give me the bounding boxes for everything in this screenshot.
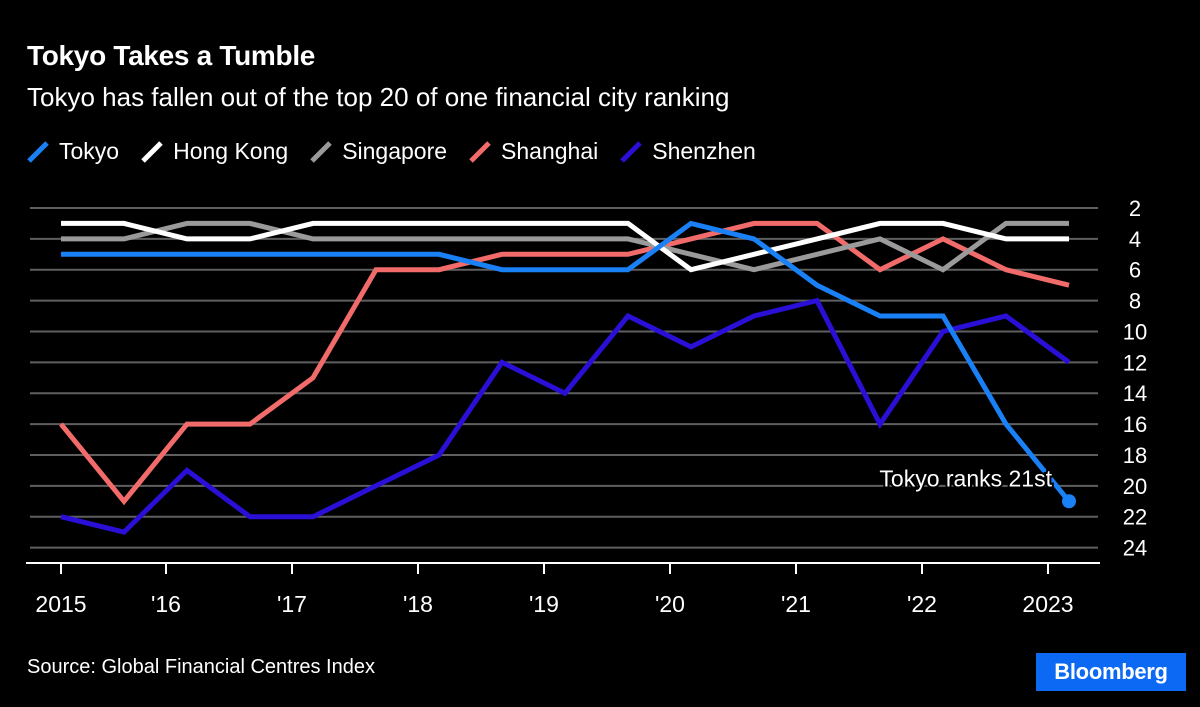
legend-item: Shanghai: [469, 138, 598, 165]
legend-label: Shenzhen: [652, 138, 756, 164]
x-tick-label: '22: [907, 591, 937, 617]
legend-item: Shenzhen: [620, 138, 756, 165]
legend-label: Hong Kong: [173, 138, 289, 164]
x-tick-label: 2015: [35, 591, 86, 617]
legend-swatch-icon: [310, 140, 332, 163]
source-note: Source: Global Financial Centres Index: [27, 656, 375, 678]
legend-swatch-icon: [469, 140, 491, 163]
legend-swatch-icon: [620, 140, 643, 163]
bloomberg-logo: Bloomberg: [1036, 653, 1186, 691]
annotation-label: Tokyo ranks 21st: [879, 465, 1052, 491]
legend-label: Shanghai: [501, 138, 599, 164]
y-tick-label: 12: [1123, 350, 1147, 375]
y-tick-label: 24: [1123, 536, 1147, 561]
x-tick-label: '16: [151, 591, 181, 617]
x-tick-label: '17: [277, 591, 307, 617]
series-line-shanghai: [59, 220, 1070, 506]
chart-title: Tokyo Takes a Tumble: [27, 40, 316, 71]
legend-label: Singapore: [342, 138, 448, 164]
legend-item: Hong Kong: [141, 138, 288, 165]
annotation-point: [1062, 494, 1076, 509]
y-tick-label: 18: [1123, 443, 1147, 468]
series-line-hong-kong: [61, 220, 1069, 273]
x-tick-label: '18: [403, 591, 433, 617]
y-tick-label: 10: [1123, 319, 1147, 344]
legend-swatch-icon: [141, 140, 163, 163]
series-line-tokyo: [61, 220, 1071, 503]
series-line-shenzhen: [60, 297, 1071, 535]
legend-item: Tokyo: [27, 138, 119, 165]
legend-swatch-icon: [27, 140, 49, 163]
legend-label: Tokyo: [59, 138, 120, 164]
y-tick-label: 6: [1129, 258, 1141, 283]
legend-item: Singapore: [310, 138, 447, 165]
x-tick-label: '20: [655, 591, 685, 617]
x-tick-label: 2023: [1022, 591, 1073, 617]
chart-subtitle: Tokyo has fallen out of the top 20 of on…: [27, 82, 730, 112]
y-tick-label: 22: [1123, 505, 1147, 530]
legend: Tokyo Hong Kong Singapore Shanghai Shenzhen: [27, 138, 756, 165]
y-tick-label: 16: [1123, 412, 1147, 437]
y-tick-label: 2: [1129, 196, 1141, 221]
y-tick-label: 4: [1129, 227, 1141, 252]
y-tick-label: 8: [1129, 289, 1141, 314]
y-tick-label: 20: [1123, 474, 1147, 499]
y-tick-label: 14: [1123, 381, 1147, 406]
series-line-singapore: [61, 220, 1069, 273]
logo-text: Bloomberg: [1054, 659, 1168, 684]
x-tick-label: '21: [781, 591, 811, 617]
x-tick-label: '19: [529, 591, 559, 617]
